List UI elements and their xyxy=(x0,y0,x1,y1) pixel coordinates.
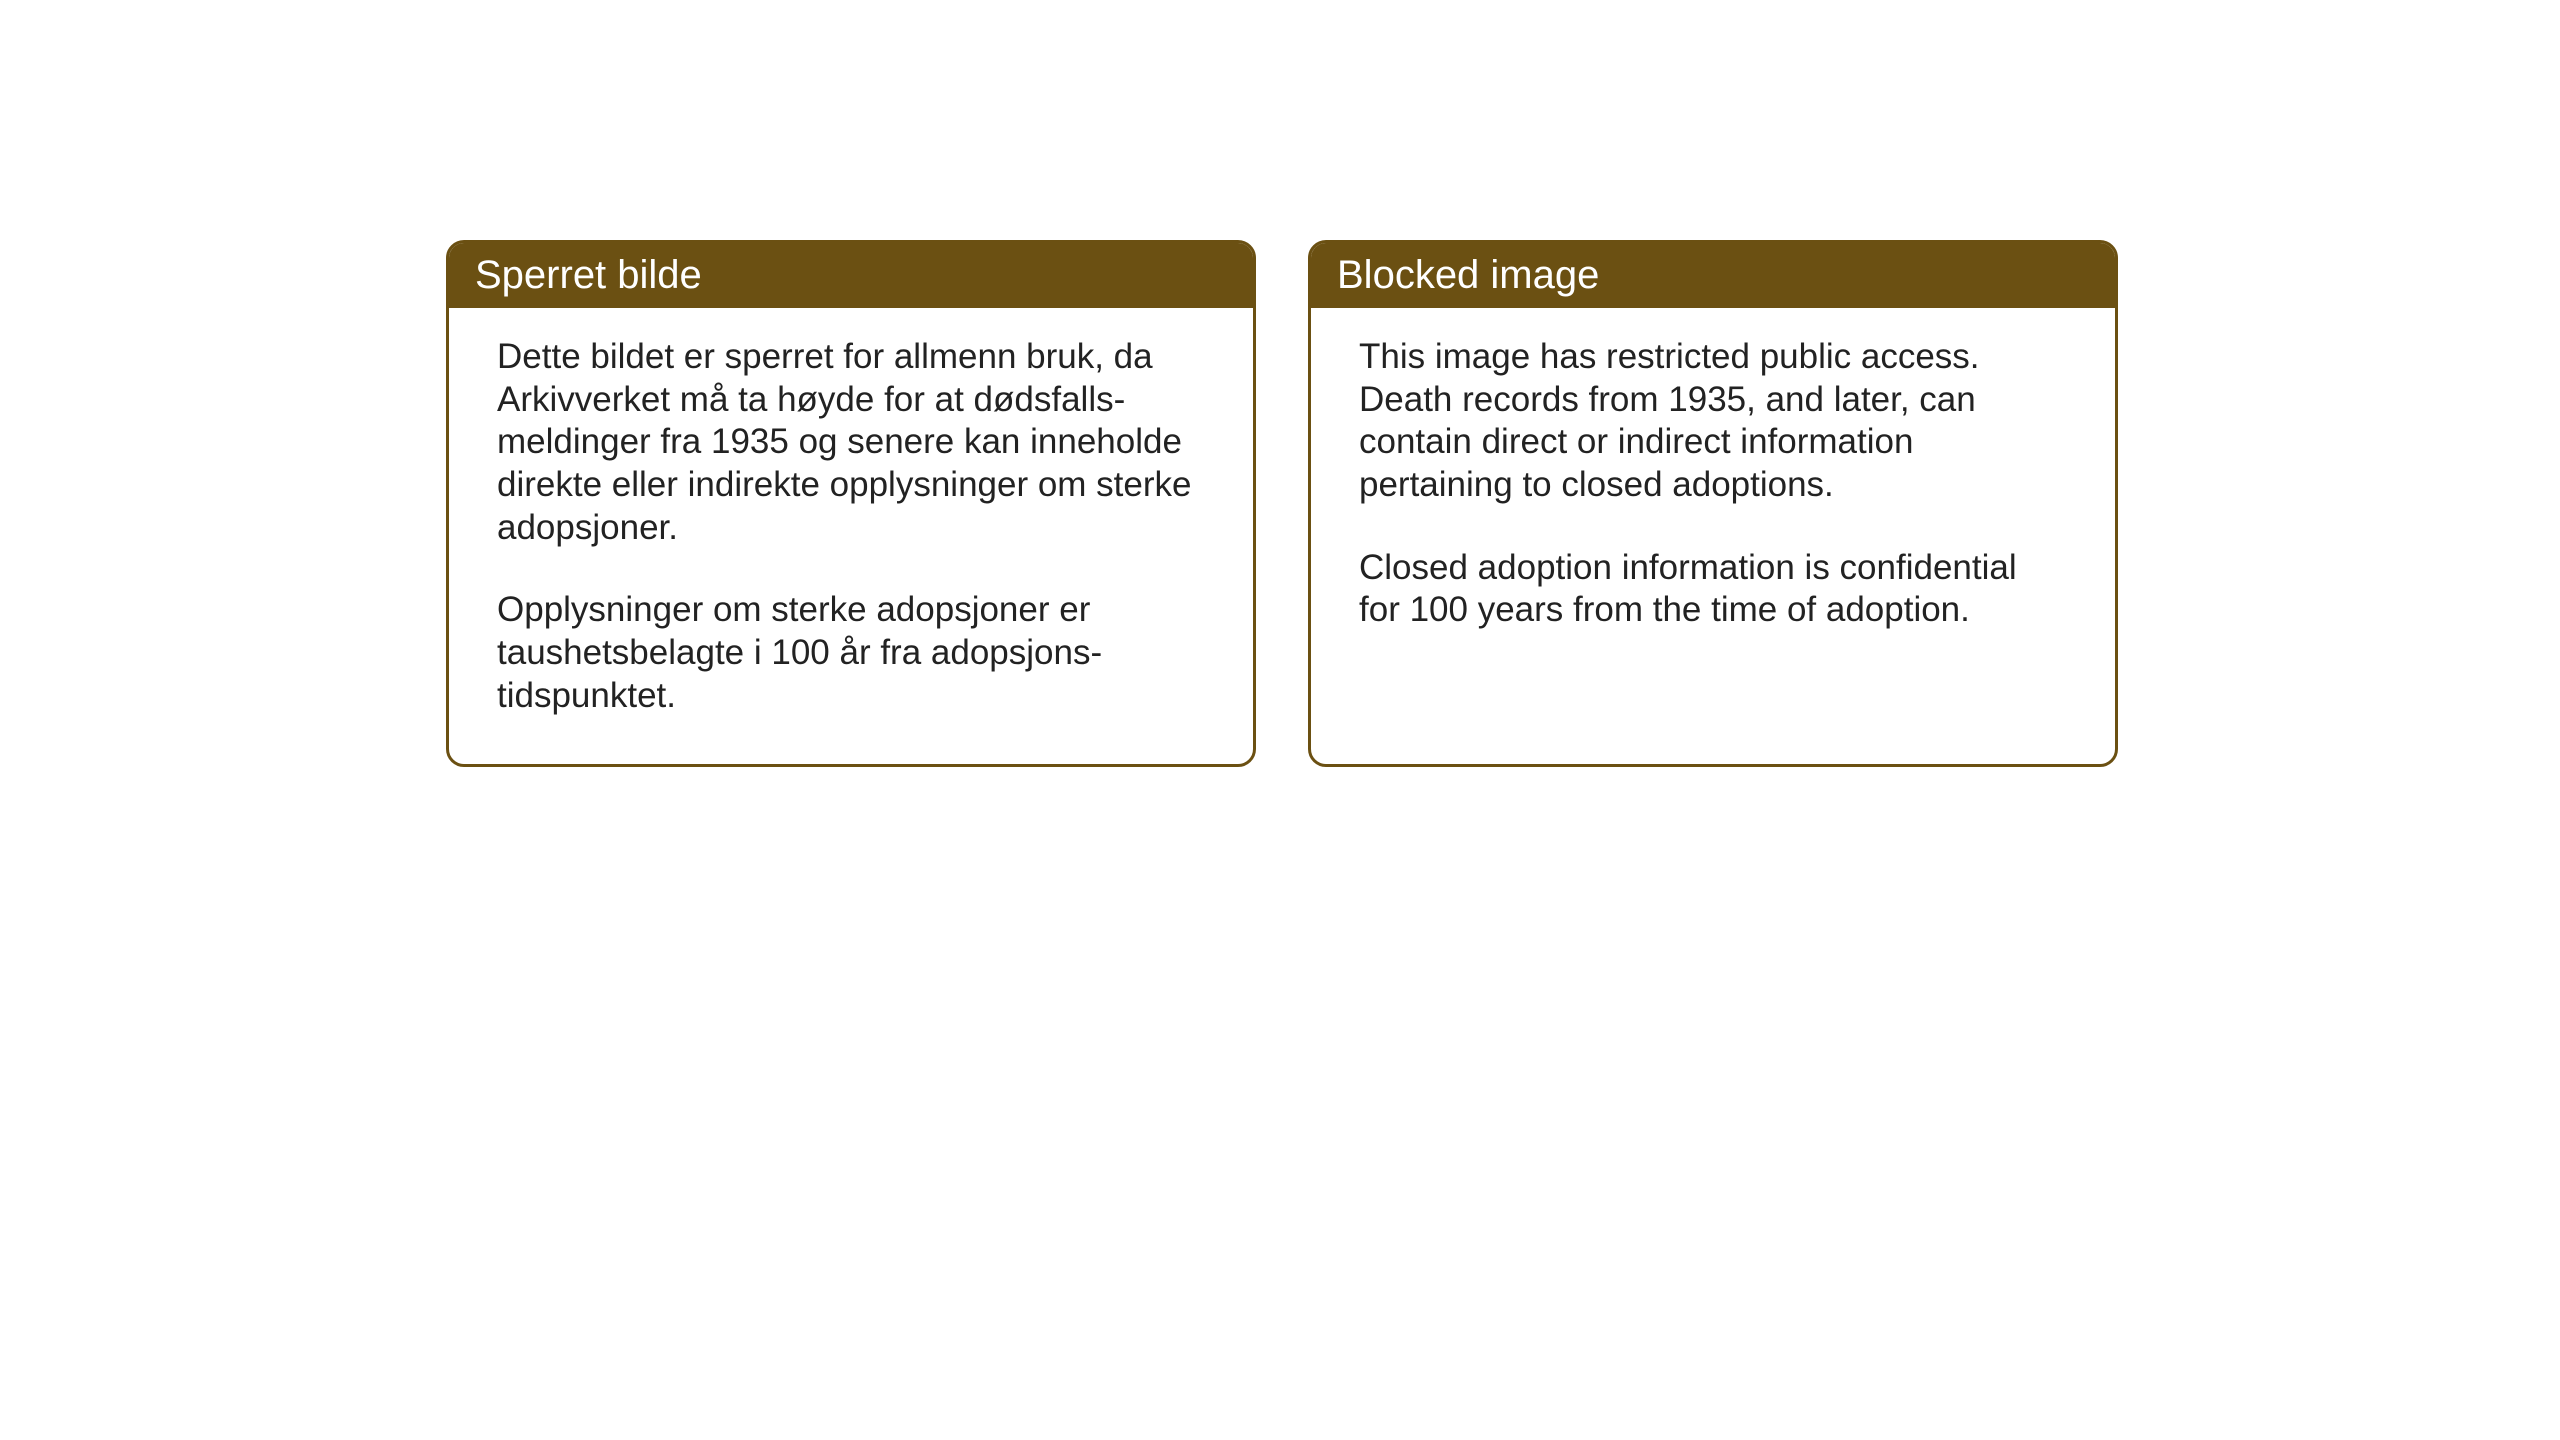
card-paragraph: Closed adoption information is confident… xyxy=(1359,547,2067,632)
card-english: Blocked image This image has restricted … xyxy=(1308,240,2118,767)
card-paragraph: This image has restricted public access.… xyxy=(1359,336,2067,507)
card-body-english: This image has restricted public access.… xyxy=(1311,308,2115,748)
card-title-norwegian: Sperret bilde xyxy=(475,253,702,297)
card-title-english: Blocked image xyxy=(1337,253,1599,297)
card-header-norwegian: Sperret bilde xyxy=(449,243,1253,308)
card-norwegian: Sperret bilde Dette bildet er sperret fo… xyxy=(446,240,1256,767)
cards-container: Sperret bilde Dette bildet er sperret fo… xyxy=(446,240,2118,767)
card-paragraph: Opplysninger om sterke adopsjoner er tau… xyxy=(497,589,1205,717)
card-body-norwegian: Dette bildet er sperret for allmenn bruk… xyxy=(449,308,1253,764)
card-header-english: Blocked image xyxy=(1311,243,2115,308)
card-paragraph: Dette bildet er sperret for allmenn bruk… xyxy=(497,336,1205,549)
